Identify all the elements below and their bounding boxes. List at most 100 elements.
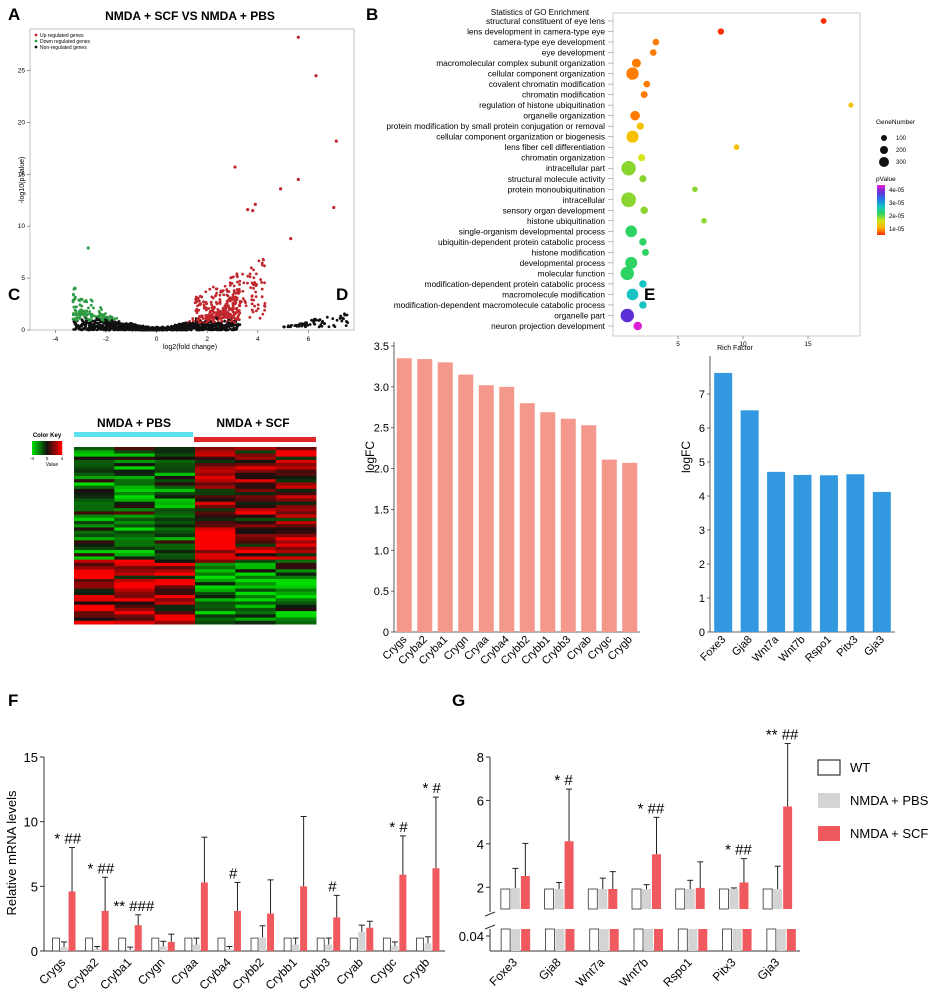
heatmap-cell — [235, 485, 277, 490]
heatmap-cell — [114, 595, 156, 599]
heatmap-cell — [74, 598, 115, 602]
f-bar-nmda-pbs — [259, 937, 267, 951]
volcano-point — [125, 327, 129, 330]
f-bar-nmda-scf — [167, 941, 175, 951]
volcano-point — [296, 35, 300, 39]
volcano-point — [261, 312, 265, 316]
volcano-point — [228, 281, 232, 285]
volcano-legend-marker — [34, 39, 38, 43]
volcano-point — [179, 327, 183, 331]
heatmap-cell — [114, 598, 156, 602]
heatmap-cell — [195, 469, 236, 474]
go-term-point — [626, 288, 639, 301]
volcano-point — [263, 264, 266, 268]
heatmap-cell — [235, 475, 277, 480]
f-significance-label: # — [229, 865, 238, 882]
heatmap-cell — [235, 453, 277, 458]
f-bar-wt — [349, 937, 358, 952]
volcano-point — [260, 295, 264, 299]
heatmap-cell — [195, 495, 236, 499]
heatmap-key-swatch — [46, 441, 48, 455]
heatmap-cell — [154, 521, 196, 525]
go-term-point — [701, 218, 707, 224]
heatmap-cell — [114, 524, 156, 528]
heatmap-cell — [74, 527, 115, 532]
heatmap-cell — [235, 527, 277, 532]
heatmap-cell — [74, 463, 115, 467]
d-bar — [478, 385, 494, 632]
volcano-point — [249, 286, 253, 290]
volcano-point — [151, 326, 155, 329]
heatmap-cell — [275, 614, 317, 619]
heatmap-cell — [235, 614, 277, 619]
volcano-point — [296, 177, 300, 182]
g-significance-label: * # — [554, 772, 573, 789]
go-term-label: molecular function — [538, 268, 606, 278]
heatmap-cell — [235, 530, 277, 535]
heatmap-cell — [195, 508, 236, 512]
f-bar-wt — [217, 937, 226, 952]
heatmap-cell — [154, 591, 196, 596]
volcano-point — [295, 324, 299, 328]
heatmap-key-tick: -4 — [30, 456, 34, 461]
volcano-point — [183, 327, 187, 331]
volcano-point — [146, 325, 150, 329]
volcano-point — [110, 316, 114, 319]
f-bar-wt — [151, 937, 160, 952]
heatmap-cell — [275, 578, 317, 583]
heatmap-cell — [114, 572, 156, 577]
heatmap-cell — [74, 537, 115, 541]
volcano-point — [229, 276, 233, 280]
f-category-label: Cryba1 — [97, 955, 134, 992]
volcano-point — [254, 309, 258, 313]
heatmap-cell — [275, 537, 317, 541]
heatmap-cell — [114, 527, 156, 532]
heatmap-cell — [154, 498, 196, 503]
f-category-label: Crygc — [367, 955, 399, 987]
volcano-point — [222, 314, 226, 318]
go-term-point — [639, 280, 647, 288]
g-legend-swatch — [818, 826, 840, 841]
volcano-point — [218, 312, 222, 316]
g-bar-lower-segment — [677, 928, 688, 952]
heatmap-cell — [74, 604, 115, 609]
heatmap-cell — [235, 559, 277, 564]
panel-letter-e: E — [644, 285, 655, 304]
heatmap-cell — [74, 543, 115, 548]
volcano-frame — [29, 28, 355, 331]
f-category-label: Crygb — [400, 955, 433, 988]
e-ylabel: logFC — [679, 441, 693, 473]
heatmap-cell — [74, 607, 115, 612]
g-bar-nmda-scf — [783, 806, 793, 909]
volcano-point — [319, 323, 323, 327]
volcano-point — [225, 311, 229, 315]
heatmap-cell — [154, 447, 196, 451]
heatmap-cell — [275, 466, 317, 471]
heatmap-cell — [154, 475, 196, 480]
heatmap-key-swatch — [45, 441, 47, 455]
e-ytick-label: 1 — [699, 593, 705, 605]
heatmap-cell — [74, 492, 115, 496]
heatmap-cell — [275, 514, 317, 519]
f-ytick-label: 15 — [24, 750, 38, 765]
heatmap-cell — [235, 607, 277, 612]
volcano-point — [214, 287, 218, 291]
heatmap-cell — [154, 559, 196, 564]
volcano-point — [208, 311, 212, 314]
g-ytick-label: 4 — [477, 837, 484, 852]
volcano-point — [207, 327, 211, 331]
heatmap-cell — [114, 466, 156, 471]
g-category-label: Gja3 — [754, 955, 782, 983]
volcano-point — [340, 319, 344, 323]
heatmap-cell — [154, 562, 196, 567]
heatmap-cell — [235, 537, 277, 541]
volcano-point — [217, 314, 221, 318]
heatmap-cell — [74, 488, 115, 493]
volcano-point — [168, 327, 172, 331]
heatmap-cell — [114, 517, 156, 522]
volcano-point — [342, 317, 345, 321]
d-ytick-label: 0.5 — [374, 586, 389, 598]
heatmap-cell — [114, 620, 156, 625]
volcano-point — [74, 322, 78, 325]
volcano-legend-label: Down regulated genes — [40, 39, 91, 45]
